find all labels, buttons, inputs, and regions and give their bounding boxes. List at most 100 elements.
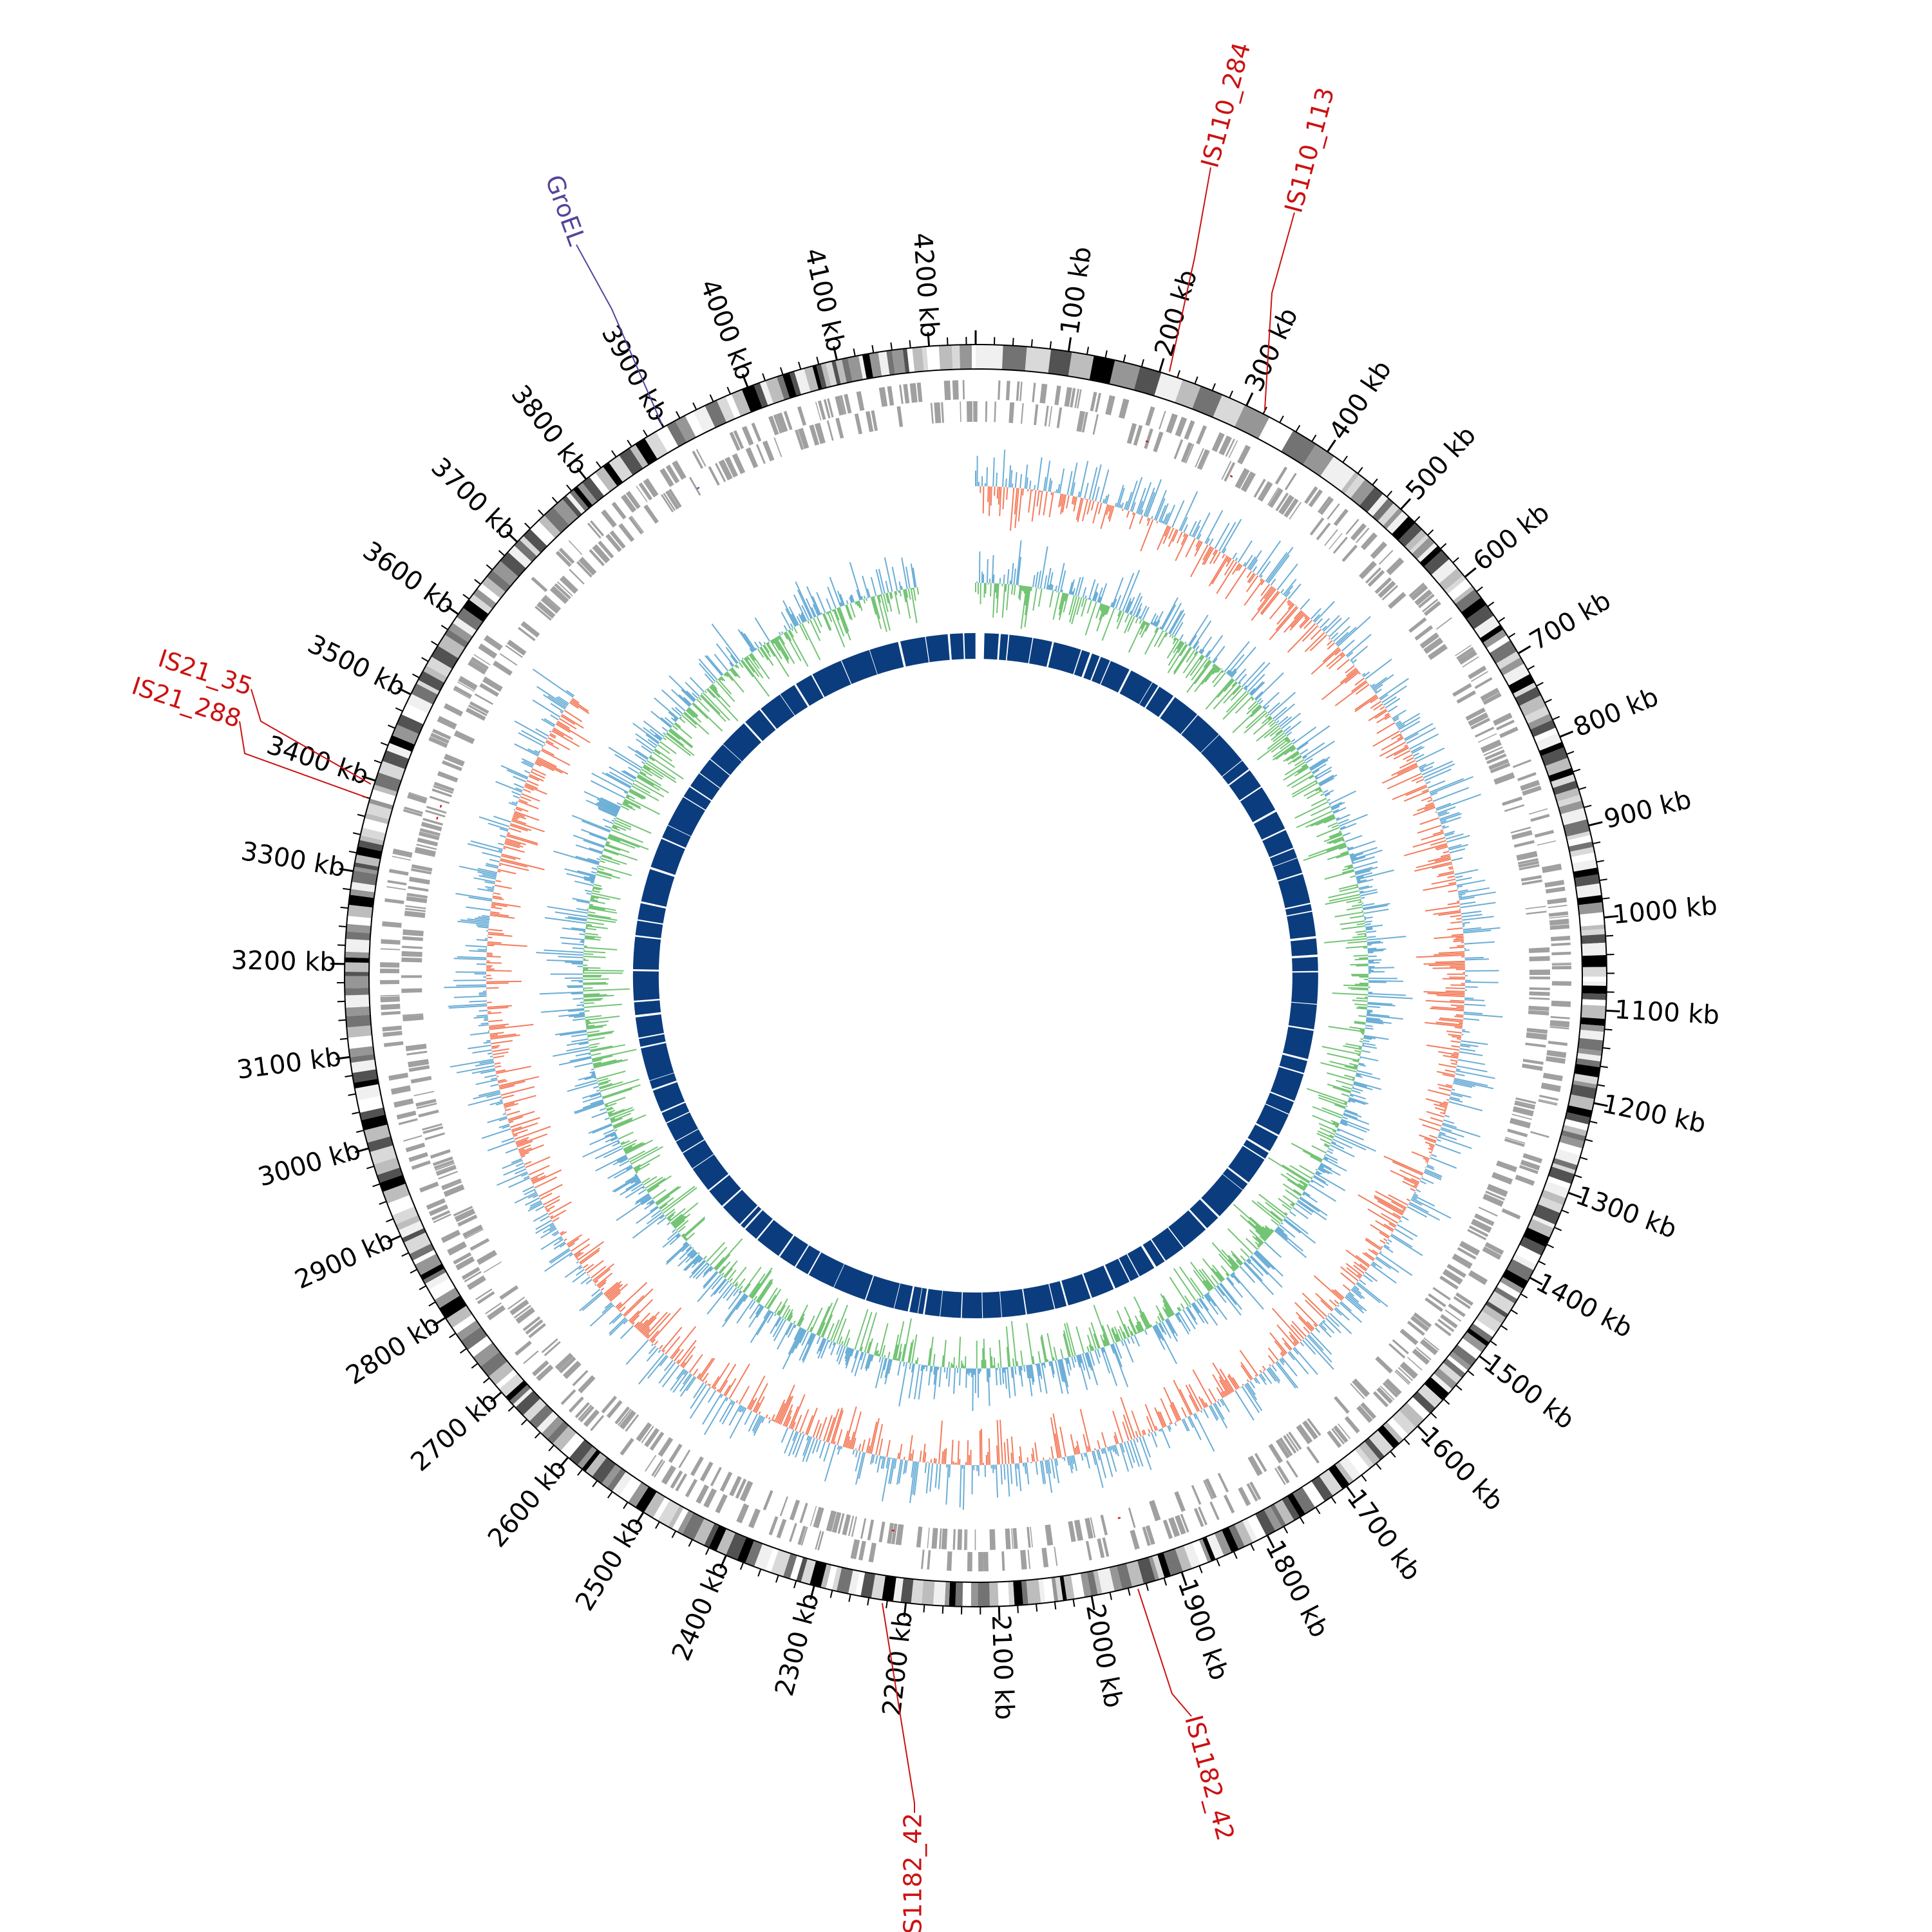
gene-block bbox=[1034, 404, 1039, 426]
gene-block bbox=[1505, 1137, 1526, 1144]
core-region-gap bbox=[659, 1101, 687, 1114]
gene-block bbox=[1085, 1540, 1092, 1560]
gene-block bbox=[1484, 1242, 1504, 1255]
gene-block bbox=[401, 951, 422, 957]
gene-block bbox=[1511, 1113, 1532, 1121]
scale-tick bbox=[1361, 1474, 1367, 1482]
karyotype-band bbox=[1383, 507, 1403, 529]
gene-block bbox=[430, 1149, 451, 1159]
gene-block bbox=[1470, 1218, 1492, 1233]
gene-block bbox=[641, 1425, 654, 1444]
tick-label: 4000 kb bbox=[694, 276, 760, 384]
karyotype-band bbox=[589, 472, 610, 497]
gene-block bbox=[1074, 1519, 1083, 1541]
gene-block bbox=[392, 855, 412, 861]
gene-block bbox=[1412, 1349, 1430, 1365]
karyotype-band bbox=[1152, 1554, 1165, 1580]
karyotype-band bbox=[1579, 1029, 1605, 1041]
karyotype-band bbox=[789, 371, 802, 396]
karyotype-band bbox=[1368, 1430, 1394, 1457]
core-region-gap bbox=[779, 693, 796, 717]
gene-block bbox=[1434, 1322, 1452, 1336]
core-region-gap bbox=[793, 683, 811, 708]
gene-block bbox=[1374, 577, 1392, 594]
gene-block bbox=[1338, 1423, 1351, 1439]
gene-block bbox=[1457, 1247, 1477, 1260]
gene-block bbox=[440, 1229, 461, 1244]
karyotype-band bbox=[1578, 902, 1604, 915]
gene-block bbox=[611, 502, 627, 520]
karyotype-band bbox=[460, 1327, 488, 1350]
gene-block bbox=[477, 1291, 495, 1305]
karyotype-band bbox=[1555, 788, 1580, 802]
karyotype-band bbox=[1485, 1301, 1509, 1318]
gene-block bbox=[1528, 947, 1550, 953]
gene-block bbox=[748, 1508, 761, 1529]
gene-block bbox=[414, 846, 436, 857]
karyotype-band bbox=[1386, 511, 1409, 535]
scale-tick bbox=[428, 1301, 436, 1307]
gene-block bbox=[549, 585, 569, 604]
gene-block bbox=[768, 1516, 779, 1536]
gene-block bbox=[827, 398, 834, 418]
karyotype-band bbox=[1546, 1175, 1572, 1189]
gene-block bbox=[443, 1184, 465, 1197]
gene-block bbox=[797, 428, 810, 450]
gene-block bbox=[432, 1156, 453, 1166]
karyotype-band bbox=[473, 588, 497, 609]
karyotype-band bbox=[635, 1486, 657, 1513]
core-region-gap bbox=[1005, 633, 1010, 662]
gene-block bbox=[895, 1524, 904, 1546]
karyotype-band bbox=[1469, 1323, 1493, 1343]
gene-block bbox=[443, 703, 464, 717]
gene-block bbox=[1048, 406, 1053, 427]
tick-label: 1700 kb bbox=[1341, 1484, 1426, 1586]
karyotype-band bbox=[1545, 757, 1572, 776]
scale-tick bbox=[558, 1457, 569, 1469]
karyotype-band bbox=[619, 448, 643, 475]
karyotype-band bbox=[1417, 1384, 1443, 1408]
tick-label: 2800 kb bbox=[341, 1309, 446, 1391]
karyotype-band bbox=[366, 1136, 393, 1152]
gene-block bbox=[1044, 405, 1049, 427]
scale-tick bbox=[352, 1112, 360, 1115]
gene-block bbox=[1442, 1269, 1463, 1285]
scale-tick bbox=[867, 1597, 870, 1605]
core-region-gap bbox=[639, 1041, 668, 1049]
scale-tick bbox=[1386, 490, 1393, 498]
karyotype-band bbox=[1574, 874, 1600, 887]
scale-tick bbox=[1455, 1385, 1463, 1391]
gene-block bbox=[590, 1415, 605, 1432]
scale-tick bbox=[909, 340, 911, 348]
tick-label: 4200 kb bbox=[907, 232, 945, 339]
gene-block bbox=[1515, 1100, 1536, 1107]
core-region-gap bbox=[1278, 1065, 1305, 1075]
gene-block bbox=[402, 1014, 424, 1021]
karyotype-band bbox=[1282, 1496, 1300, 1521]
gene-block bbox=[1546, 1050, 1567, 1058]
gene-block bbox=[1528, 1005, 1549, 1011]
scale-tick bbox=[1538, 1260, 1546, 1265]
karyotype-band bbox=[1473, 615, 1501, 639]
gene-block bbox=[532, 1360, 549, 1377]
gene-block bbox=[556, 581, 573, 597]
feature-leader-line bbox=[1168, 167, 1211, 372]
scale-tick bbox=[449, 1332, 457, 1338]
karyotype-band bbox=[1021, 1580, 1028, 1605]
karyotype-band bbox=[835, 359, 847, 384]
gene-block bbox=[1296, 1424, 1313, 1444]
gene-block bbox=[1528, 1010, 1549, 1016]
karyotype-band bbox=[1377, 1425, 1400, 1449]
karyotype-band bbox=[933, 1580, 946, 1606]
gene-block bbox=[675, 1473, 688, 1492]
gene-block bbox=[1275, 1439, 1291, 1459]
scale-tick bbox=[374, 759, 382, 764]
gene-block bbox=[636, 486, 648, 502]
core-region-gap bbox=[1269, 1091, 1296, 1103]
gene-block bbox=[1422, 598, 1439, 612]
gene-block bbox=[383, 1030, 402, 1037]
gene-block bbox=[461, 1267, 480, 1280]
gene-block bbox=[382, 921, 402, 928]
karyotype-band bbox=[1527, 714, 1553, 730]
gene-block bbox=[1428, 1293, 1446, 1307]
